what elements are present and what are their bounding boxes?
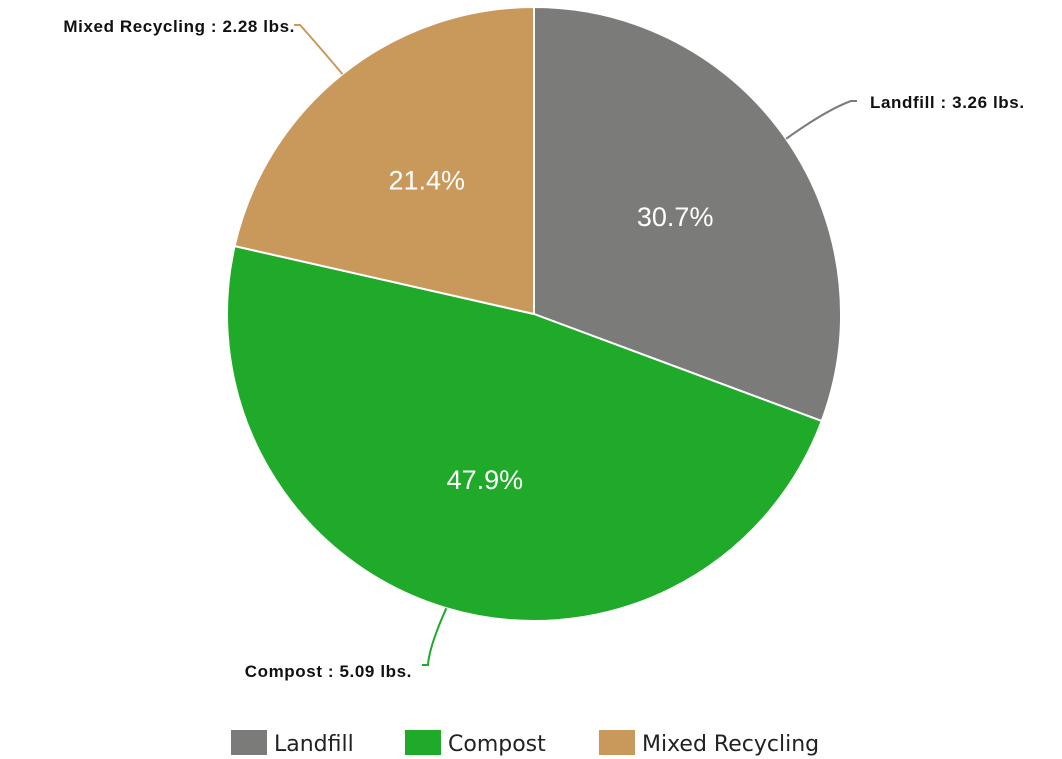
- pie-slice-compost[interactable]: [226, 245, 823, 622]
- callout-line-landfill: [785, 100, 857, 140]
- legend-item-mixed-recycling[interactable]: Mixed Recycling: [599, 730, 819, 757]
- legend-label-landfill: Landfill: [274, 732, 354, 757]
- legend-label-mixed-recycling: Mixed Recycling: [642, 732, 819, 757]
- callout-line-compost: [422, 607, 448, 666]
- percent-label-compost: 47.9%: [447, 465, 524, 495]
- pie-slice-mixed-recycling[interactable]: [233, 6, 535, 315]
- legend-swatch-mixed-recycling: [599, 730, 635, 755]
- legend-swatch-landfill: [231, 730, 267, 755]
- callout-label-mixed-recycling: Mixed Recycling : 2.28 lbs.: [63, 17, 295, 36]
- percent-label-landfill: 30.7%: [637, 202, 714, 232]
- legend-item-landfill[interactable]: Landfill: [231, 730, 354, 757]
- percent-labels: 30.7% 47.9% 21.4%: [388, 166, 713, 495]
- legend-label-compost: Compost: [448, 732, 546, 757]
- callouts: Landfill : 3.26 lbs. Compost : 5.09 lbs. M…: [63, 17, 1024, 681]
- legend: Landfill Compost Mixed Recycling: [231, 730, 819, 757]
- pie-slice-landfill[interactable]: [533, 6, 842, 423]
- legend-swatch-compost: [405, 730, 441, 755]
- callout-label-compost: Compost : 5.09 lbs.: [245, 662, 412, 681]
- percent-label-mixed-recycling: 21.4%: [388, 166, 465, 196]
- pie-slices: [226, 6, 842, 622]
- callout-label-landfill: Landfill : 3.26 lbs.: [870, 93, 1025, 112]
- legend-item-compost[interactable]: Compost: [405, 730, 546, 757]
- callout-line-mixed-recycling: [294, 24, 344, 75]
